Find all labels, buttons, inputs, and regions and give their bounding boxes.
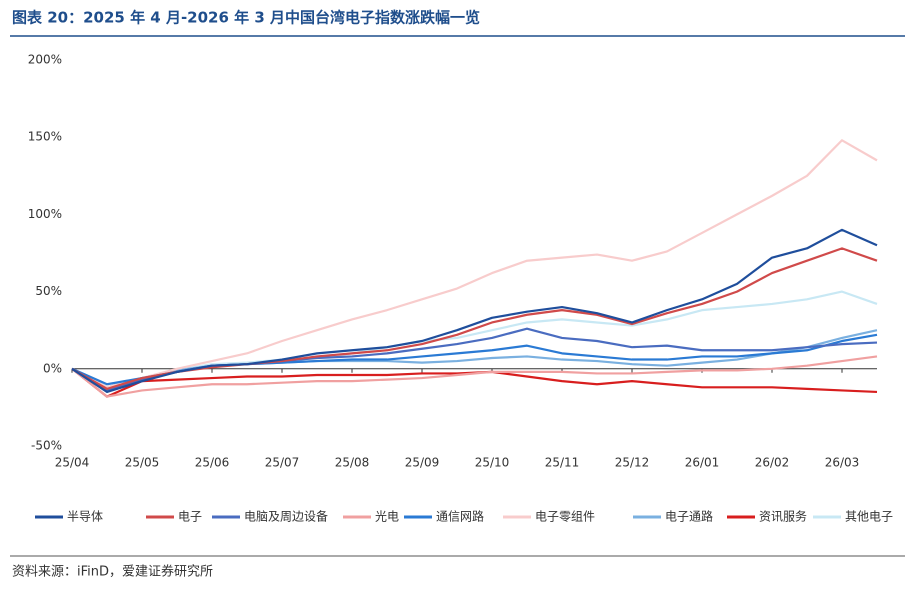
- series-line: [71, 290, 878, 392]
- legend-label: 电子: [178, 510, 202, 524]
- x-tick-label: 25/07: [265, 456, 300, 470]
- x-tick-label: 25/04: [55, 456, 90, 470]
- x-tick-label: 25/06: [195, 456, 230, 470]
- series-line: [71, 228, 878, 394]
- x-tick-label: 25/10: [475, 456, 510, 470]
- legend-label: 电脑及周边设备: [244, 510, 328, 524]
- legend-label: 通信网路: [436, 509, 484, 524]
- x-tick-label: 26/02: [755, 456, 790, 470]
- y-tick-label: 100%: [28, 207, 62, 221]
- series-line: [71, 247, 878, 390]
- legend-label: 电子零组件: [535, 510, 595, 524]
- x-tick-label: 26/01: [685, 456, 720, 470]
- legend-label: 电子通路: [665, 509, 713, 524]
- y-tick-label: -50%: [31, 439, 62, 453]
- x-tick-label: 25/05: [125, 456, 160, 470]
- x-tick-label: 25/09: [405, 456, 440, 470]
- chart-title: 图表 20：2025 年 4 月-2026 年 3 月中国台湾电子指数涨跌幅一览: [12, 9, 480, 27]
- x-tick-label: 25/08: [335, 456, 370, 470]
- x-tick-label: 25/11: [545, 456, 580, 470]
- y-tick-label: 200%: [28, 53, 62, 67]
- legend-label: 半导体: [67, 510, 103, 524]
- y-tick-label: 0%: [43, 361, 62, 375]
- y-tick-label: 150%: [28, 130, 62, 144]
- legend-label: 光电: [375, 510, 399, 524]
- legend-label: 其他电子: [845, 510, 893, 524]
- series-line: [71, 139, 878, 389]
- x-tick-label: 26/03: [825, 456, 860, 470]
- legend-label: 资讯服务: [759, 509, 807, 524]
- source: 资料来源：iFinD，爱建证券研究所: [12, 564, 213, 580]
- x-tick-label: 25/12: [615, 456, 650, 470]
- series-line: [71, 355, 878, 398]
- y-tick-label: 50%: [35, 284, 62, 298]
